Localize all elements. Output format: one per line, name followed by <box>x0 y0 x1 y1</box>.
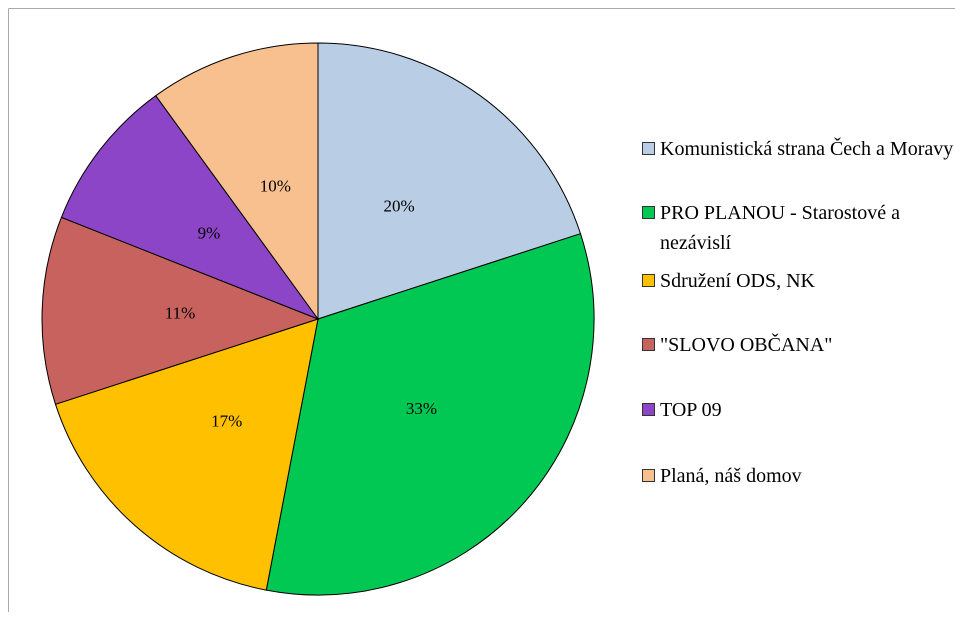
data-label: 10% <box>260 177 291 196</box>
legend-label: PRO PLANOU - Starostové a nezávislí <box>660 202 900 254</box>
legend-item: TOP 09 <box>642 395 955 425</box>
legend-item: Planá, náš domov <box>642 461 955 491</box>
pie-slice <box>317 42 582 320</box>
legend-swatch <box>642 142 655 155</box>
pie-slice <box>41 216 320 405</box>
legend-item: PRO PLANOU - Starostové a nezávislí <box>642 198 955 258</box>
pie-slice <box>60 95 320 321</box>
legend-swatch <box>642 274 655 287</box>
legend-label: TOP 09 <box>660 399 722 421</box>
legend-swatch <box>642 338 655 351</box>
legend-label: "SLOVO OBČANA" <box>660 334 833 356</box>
data-label: 33% <box>406 399 437 418</box>
legend-item: Sdružení ODS, NK <box>642 266 955 296</box>
data-label: 20% <box>384 196 415 215</box>
legend-label: Sdružení ODS, NK <box>660 270 815 292</box>
data-label: 17% <box>211 411 242 430</box>
legend-swatch <box>642 403 655 416</box>
legend-item: "SLOVO OBČANA" <box>642 330 955 360</box>
legend-swatch <box>642 469 655 482</box>
pie-slice <box>265 233 595 596</box>
pie-slice <box>54 318 319 591</box>
data-label: 9% <box>198 223 221 242</box>
legend-swatch <box>642 206 655 219</box>
legend-label: Komunistická strana Čech a Moravy <box>660 138 954 160</box>
legend-label: Planá, náš domov <box>660 465 802 487</box>
pie-slice <box>155 42 319 321</box>
data-label: 11% <box>165 304 196 323</box>
legend-item: Komunistická strana Čech a Moravy <box>642 134 955 164</box>
